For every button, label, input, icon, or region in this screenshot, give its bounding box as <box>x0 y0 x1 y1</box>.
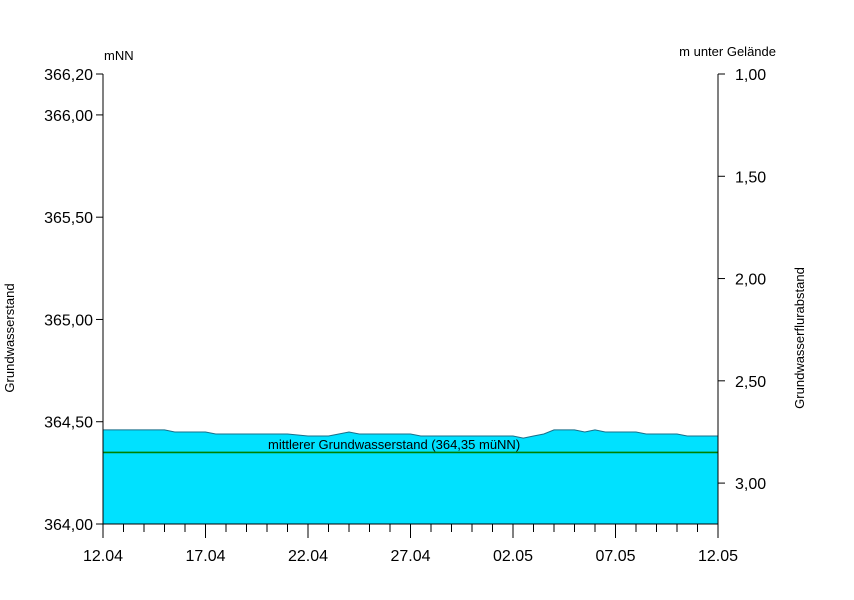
reference-line-label: mittlerer Grundwasserstand (364,35 müNN) <box>268 437 520 452</box>
x-tick-label: 12.05 <box>698 548 738 565</box>
left-axis-title: Grundwasserstand <box>2 283 17 392</box>
x-tick-label: 17.04 <box>185 548 225 565</box>
right-tick-label: 2,00 <box>735 272 766 289</box>
left-tick-label: 366,20 <box>44 67 93 84</box>
area-layer <box>103 429 718 524</box>
left-tick-label: 364,00 <box>44 517 93 534</box>
left-axis-unit: mNN <box>104 48 134 63</box>
right-tick-label: 2,50 <box>735 374 766 391</box>
left-tick-label: 366,00 <box>44 108 93 125</box>
x-tick-label: 07.05 <box>595 548 635 565</box>
x-tick-label: 22.04 <box>288 548 328 565</box>
left-tick-label: 364,50 <box>44 415 93 432</box>
x-tick-label: 02.05 <box>493 548 533 565</box>
right-tick-label: 1,00 <box>735 67 766 84</box>
left-tick-label: 365,00 <box>44 312 93 329</box>
x-tick-label: 27.04 <box>390 548 430 565</box>
right-axis-title: Grundwasserflurabstand <box>792 267 807 409</box>
left-tick-label: 365,50 <box>44 210 93 227</box>
series-area-0 <box>103 429 718 524</box>
right-tick-label: 1,50 <box>735 169 766 186</box>
axes-layer: 364,00 364,50 365,00 365,50 366,00 366,20 1,00… <box>44 67 766 565</box>
right-axis-unit: m unter Gelände <box>679 44 776 59</box>
right-tick-label: 3,00 <box>735 476 766 493</box>
series-line-0 <box>103 429 718 439</box>
x-tick-label: 12.04 <box>83 548 123 565</box>
